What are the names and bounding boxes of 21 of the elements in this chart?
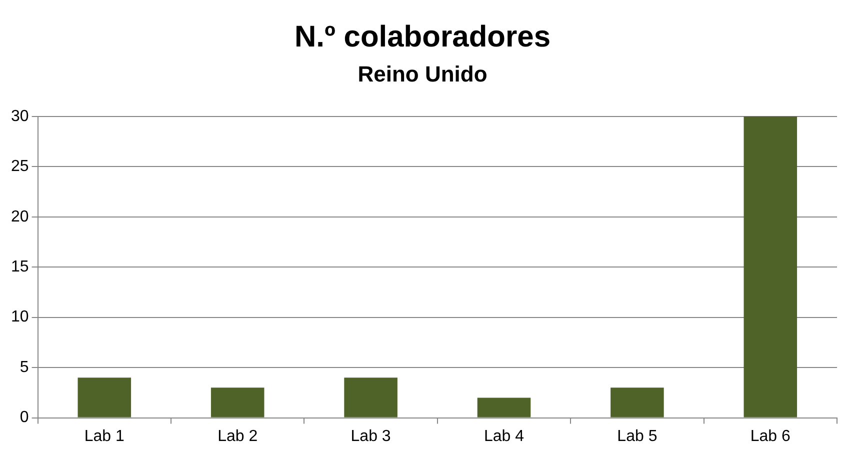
x-tick-label: Lab 5	[617, 428, 658, 445]
y-tick-label: 10	[11, 308, 29, 326]
x-tick-label: Lab 1	[84, 428, 125, 445]
chart-subtitle: Reino Unido	[358, 61, 488, 86]
bar	[344, 378, 398, 418]
x-tick-label: Lab 2	[218, 428, 258, 445]
y-tick-label: 5	[20, 358, 29, 376]
bar	[78, 378, 132, 418]
x-tick-label: Lab 3	[350, 428, 391, 445]
chart-title: N.º colaboradores	[294, 20, 551, 54]
bar	[477, 398, 531, 418]
x-tick-label: Lab 6	[750, 428, 791, 445]
y-tick-label: 0	[20, 409, 29, 426]
x-tick-label: Lab 4	[484, 428, 524, 445]
y-tick-label: 20	[11, 208, 29, 226]
y-tick-label: 15	[11, 258, 29, 276]
bar	[610, 388, 664, 418]
y-tick-label: 25	[11, 158, 29, 176]
bar	[210, 388, 264, 418]
bar	[744, 116, 798, 418]
y-tick-label: 30	[11, 108, 29, 125]
